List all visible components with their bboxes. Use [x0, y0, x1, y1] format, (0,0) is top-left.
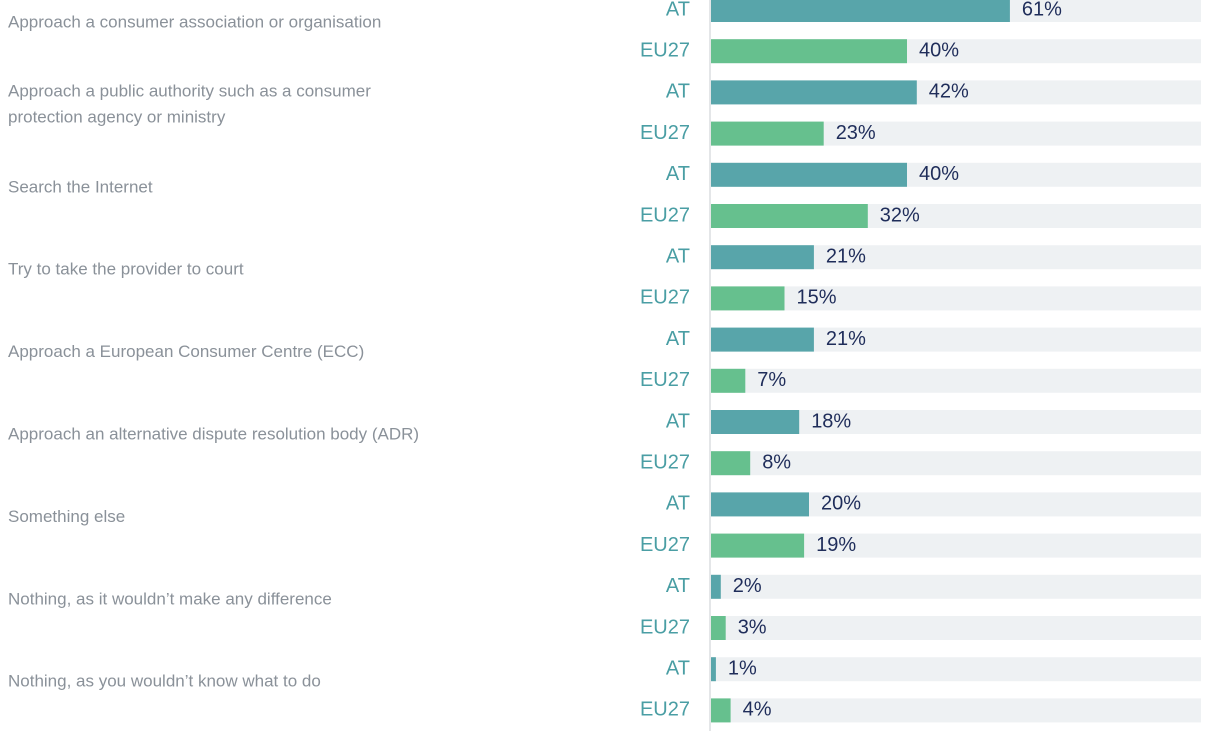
bar [711, 410, 800, 434]
bar [711, 657, 716, 682]
series-label: EU27 [640, 287, 690, 309]
series-label: EU27 [640, 616, 690, 638]
value-label: 42% [929, 81, 969, 103]
series-label: EU27 [640, 534, 690, 556]
value-label: 1% [728, 657, 757, 679]
series-label: EU27 [640, 369, 690, 391]
series-label: AT [666, 575, 690, 597]
category-label: Nothing, as you wouldn’t know what to do [8, 672, 321, 691]
value-label: 21% [826, 245, 866, 267]
series-label: AT [666, 328, 690, 350]
category-label: Search the Internet [8, 177, 153, 196]
series-label: EU27 [640, 39, 690, 61]
category-label: Something else [8, 507, 125, 526]
value-label: 3% [738, 616, 767, 638]
bar-track [711, 574, 1201, 599]
bar [711, 0, 1010, 22]
series-label: AT [666, 245, 690, 267]
bar-track [711, 698, 1201, 723]
bar [711, 451, 751, 476]
value-label: 32% [880, 204, 920, 226]
bar [711, 204, 868, 228]
series-label: EU27 [640, 451, 690, 473]
category-label: Nothing, as it wouldn’t make any differe… [8, 589, 332, 608]
series-label: EU27 [640, 204, 690, 226]
bar [711, 162, 907, 187]
value-label: 23% [836, 122, 876, 144]
category-label: Approach a consumer association or organ… [8, 12, 381, 31]
bar [711, 80, 917, 105]
bar-track [711, 616, 1201, 640]
category-label: Approach a public authority such as a co… [8, 82, 371, 127]
series-label: AT [666, 493, 690, 515]
value-label: 8% [762, 451, 791, 473]
value-label: 61% [1022, 0, 1062, 20]
bar [711, 616, 726, 640]
bar [711, 286, 785, 311]
value-label: 18% [811, 410, 851, 432]
category-label: Approach an alternative dispute resoluti… [8, 424, 419, 443]
bar [711, 39, 907, 64]
bar [711, 368, 746, 393]
bar [711, 492, 809, 517]
series-label: AT [666, 81, 690, 103]
bar [711, 574, 721, 599]
bar-track [711, 657, 1201, 682]
bar-track [711, 451, 1201, 476]
series-label: EU27 [640, 699, 690, 721]
value-label: 21% [826, 328, 866, 350]
value-label: 4% [743, 699, 772, 721]
value-label: 19% [816, 534, 856, 556]
series-label: AT [666, 410, 690, 432]
category-label: Try to take the provider to court [8, 260, 244, 279]
bar-track [711, 286, 1201, 311]
bar [711, 698, 731, 723]
bar [711, 245, 814, 270]
value-label: 7% [757, 369, 786, 391]
series-label: AT [666, 657, 690, 679]
value-label: 2% [733, 575, 762, 597]
bar-track [711, 368, 1201, 393]
series-label: AT [666, 0, 690, 20]
category-label: Approach a European Consumer Centre (ECC… [8, 342, 364, 361]
series-label: AT [666, 163, 690, 185]
value-label: 15% [797, 287, 837, 309]
bar [711, 327, 814, 352]
bar [711, 121, 824, 146]
bar [711, 533, 805, 558]
value-label: 20% [821, 493, 861, 515]
value-label: 40% [919, 39, 959, 61]
value-label: 40% [919, 163, 959, 185]
series-label: EU27 [640, 122, 690, 144]
